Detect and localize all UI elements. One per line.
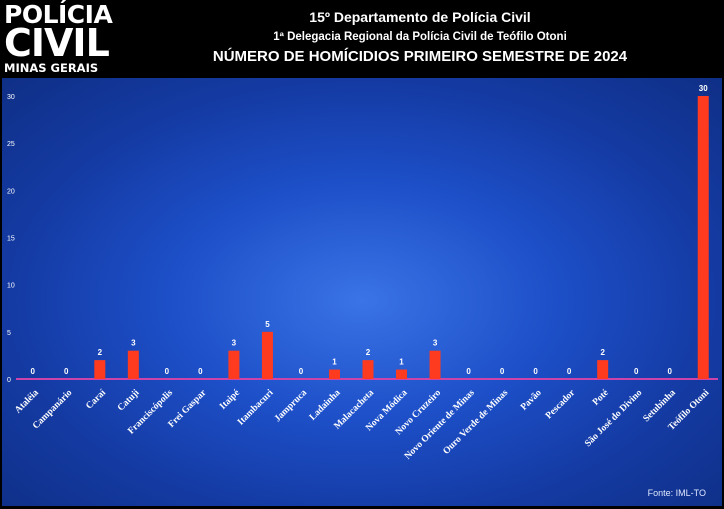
data-label: 5 — [265, 320, 270, 329]
x-tick-label: Caraí — [84, 388, 108, 412]
bar — [362, 360, 374, 379]
x-tick-label: Pavão — [519, 388, 544, 413]
data-label: 0 — [165, 367, 170, 376]
x-tick-label: Pescador — [544, 387, 578, 421]
bar — [94, 360, 106, 379]
data-label: 2 — [98, 348, 103, 357]
x-tick-label: São José do Divino — [583, 388, 644, 449]
data-label: 3 — [433, 339, 438, 348]
y-tick-label: 0 — [7, 377, 11, 384]
y-tick-label: 30 — [7, 94, 15, 101]
bar — [127, 350, 139, 379]
x-tick-label: Ouro Verde de Minas — [441, 388, 510, 457]
y-tick-label: 10 — [7, 283, 15, 290]
x-tick-label: Itambacuri — [236, 388, 276, 428]
plot-area: 0 5 10 15 20 25 30 0 Ataléia 0 Campanário 2 Caraí 3 Ca… — [2, 78, 722, 506]
data-label: 0 — [466, 367, 471, 376]
bar — [228, 350, 240, 379]
y-tick-label: 20 — [7, 188, 15, 195]
bar-chart: 0510152025300Ataléia0Campanário2Caraí3Ca… — [7, 84, 718, 462]
bar — [396, 369, 408, 379]
data-label: 30 — [699, 84, 708, 93]
chart-title: NÚMERO DE HOMÍCIDIOS PRIMEIRO SEMESTRE D… — [212, 48, 628, 65]
police-logo: POLÍCIA CIVIL MINAS GERAIS — [4, 2, 116, 76]
bar — [697, 96, 709, 379]
data-label: 0 — [500, 367, 505, 376]
delegacia-title: 1ª Delegacia Regional da Polícia Civil d… — [273, 31, 567, 43]
data-label: 1 — [332, 358, 337, 367]
data-label: 2 — [366, 348, 371, 357]
bar — [328, 369, 340, 379]
y-tick-label: 5 — [7, 330, 11, 337]
logo-text-line3: MINAS GERAIS — [4, 61, 99, 75]
logo-text-line2: CIVIL — [4, 21, 110, 65]
x-tick-label: Poté — [591, 388, 611, 408]
data-label: 1 — [399, 358, 404, 367]
y-tick-label: 15 — [7, 236, 15, 243]
data-label: 3 — [232, 339, 237, 348]
bar — [429, 350, 441, 379]
data-label: 0 — [31, 367, 36, 376]
x-tick-label: Catuji — [116, 388, 142, 414]
source-note: Fonte: IML-TO — [647, 488, 706, 498]
data-label: 0 — [667, 367, 672, 376]
department-title: 15º Departamento de Polícia Civil — [309, 9, 531, 25]
x-tick-label: Ladainha — [308, 388, 343, 423]
data-label: 0 — [634, 367, 639, 376]
data-label: 0 — [567, 367, 572, 376]
data-label: 3 — [131, 339, 136, 348]
bar — [261, 331, 273, 379]
data-label: 0 — [533, 367, 538, 376]
chart-titles: 15º Departamento de Polícia Civil 1ª Del… — [120, 2, 720, 68]
data-label: 2 — [600, 348, 605, 357]
x-tick-label: Ataléia — [13, 388, 41, 416]
header: POLÍCIA CIVIL MINAS GERAIS 15º Departame… — [0, 0, 724, 78]
data-label: 0 — [299, 367, 304, 376]
data-label: 0 — [198, 367, 203, 376]
x-tick-label: Itaipé — [218, 388, 242, 412]
bar — [597, 360, 609, 379]
data-label: 0 — [64, 367, 69, 376]
x-tick-label: Jampruca — [273, 388, 309, 424]
logo-text-line1: POLÍCIA — [4, 0, 113, 29]
y-tick-label: 25 — [7, 141, 15, 148]
